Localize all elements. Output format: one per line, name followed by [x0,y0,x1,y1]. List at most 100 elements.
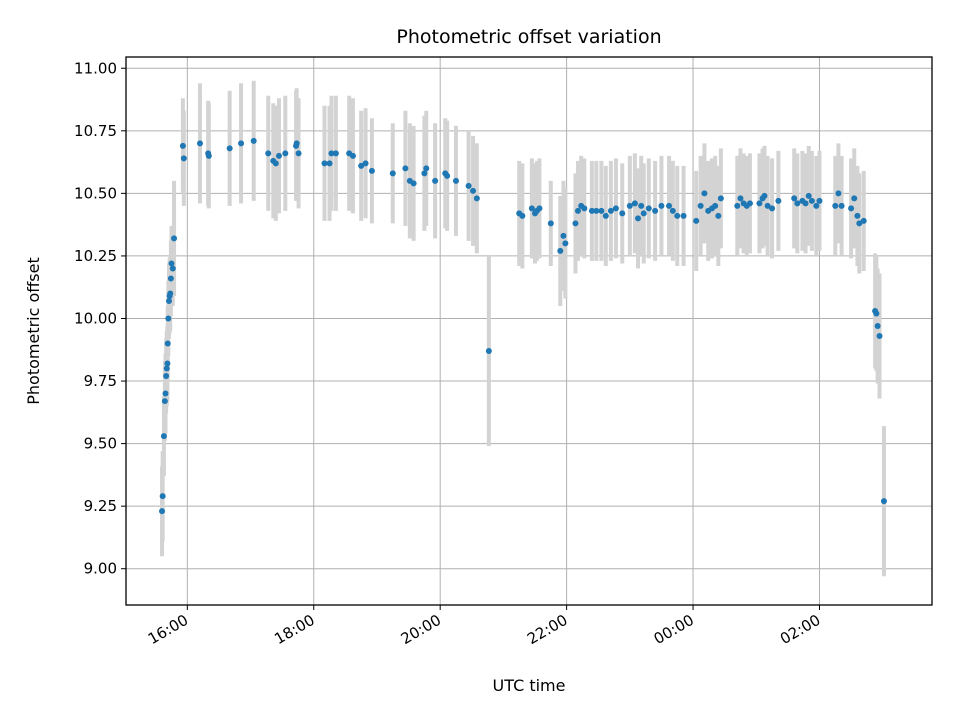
data-point [638,202,645,209]
data-point [693,217,700,224]
data-point [282,150,289,157]
data-point [635,215,642,222]
data-point [326,160,333,167]
plot-frame [125,56,933,606]
data-point [626,202,633,209]
data-point [470,187,477,194]
y-tick-label: 10.75 [74,122,117,140]
data-point [652,207,659,214]
data-point [813,202,820,209]
y-tick-label: 9.25 [84,497,117,515]
data-point [658,202,665,209]
data-point [167,275,174,282]
data-point [715,212,722,219]
data-point [295,150,302,157]
data-point [593,207,600,214]
data-point [171,235,178,242]
data-point [835,190,842,197]
data-point [669,207,676,214]
data-point [701,190,708,197]
data-point [802,200,809,207]
data-point [874,322,881,329]
data-point [873,310,880,317]
y-axis-ticks: 9.00 9.25 9.50 9.75 10.00 10.25 10.50 10.75 11.0… [74,59,126,578]
data-point [602,212,609,219]
data-point [666,202,673,209]
data-point [756,200,763,207]
data-point [205,152,212,159]
data-point [854,212,861,219]
data-point [162,390,169,397]
data-point [581,205,588,212]
data-point [562,240,569,247]
data-point [167,290,174,297]
data-point [712,202,719,209]
data-point [832,202,839,209]
data-point [180,155,187,162]
data-point [389,170,396,177]
data-point [159,493,166,500]
data-point [163,373,170,380]
data-point [332,150,339,157]
data-point [250,137,257,144]
data-point [362,160,369,167]
data-point [769,205,776,212]
data-point [444,172,451,179]
y-tick-label: 10.50 [74,184,117,202]
data-point [775,197,782,204]
y-tick-label: 9.00 [84,560,117,578]
data-point [764,202,771,209]
data-point [560,232,567,239]
data-point [674,212,681,219]
data-point [791,195,798,202]
data-point [612,205,619,212]
data-point [163,365,170,372]
data-point [528,205,535,212]
data-point [588,207,595,214]
data-point [179,142,186,149]
data-point [485,348,492,355]
data-point [423,165,430,172]
data-point [737,195,744,202]
data-point [536,205,543,212]
data-point [465,182,472,189]
data-point [856,220,863,227]
data-point [880,498,887,505]
data-point [557,247,564,254]
data-point [572,220,579,227]
y-tick-label: 11.00 [74,59,117,77]
data-point [165,315,172,322]
data-point [697,202,704,209]
data-point [607,207,614,214]
data-point [293,140,300,147]
data-point [358,162,365,169]
chart-title: Photometric offset variation [396,26,661,48]
data-point [519,212,526,219]
data-point [473,195,480,202]
data-point [265,150,272,157]
y-axis-title: Photometric offset [24,257,43,405]
data-point [275,152,282,159]
data-point [761,192,768,199]
data-point [238,140,245,147]
y-tick-label: 9.50 [84,435,117,453]
data-point [746,200,753,207]
data-point [734,202,741,209]
data-point [321,160,328,167]
y-tick-label: 10.25 [74,247,117,265]
data-point [805,192,812,199]
y-tick-label: 10.00 [74,309,117,327]
data-point [349,152,356,159]
data-point [159,508,166,515]
point-layer [159,137,887,515]
data-point [368,167,375,174]
data-point [838,202,845,209]
data-point [160,433,167,440]
data-point [402,165,409,172]
data-point [168,260,175,267]
data-point [169,265,176,272]
data-point [421,170,428,177]
data-point [851,195,858,202]
